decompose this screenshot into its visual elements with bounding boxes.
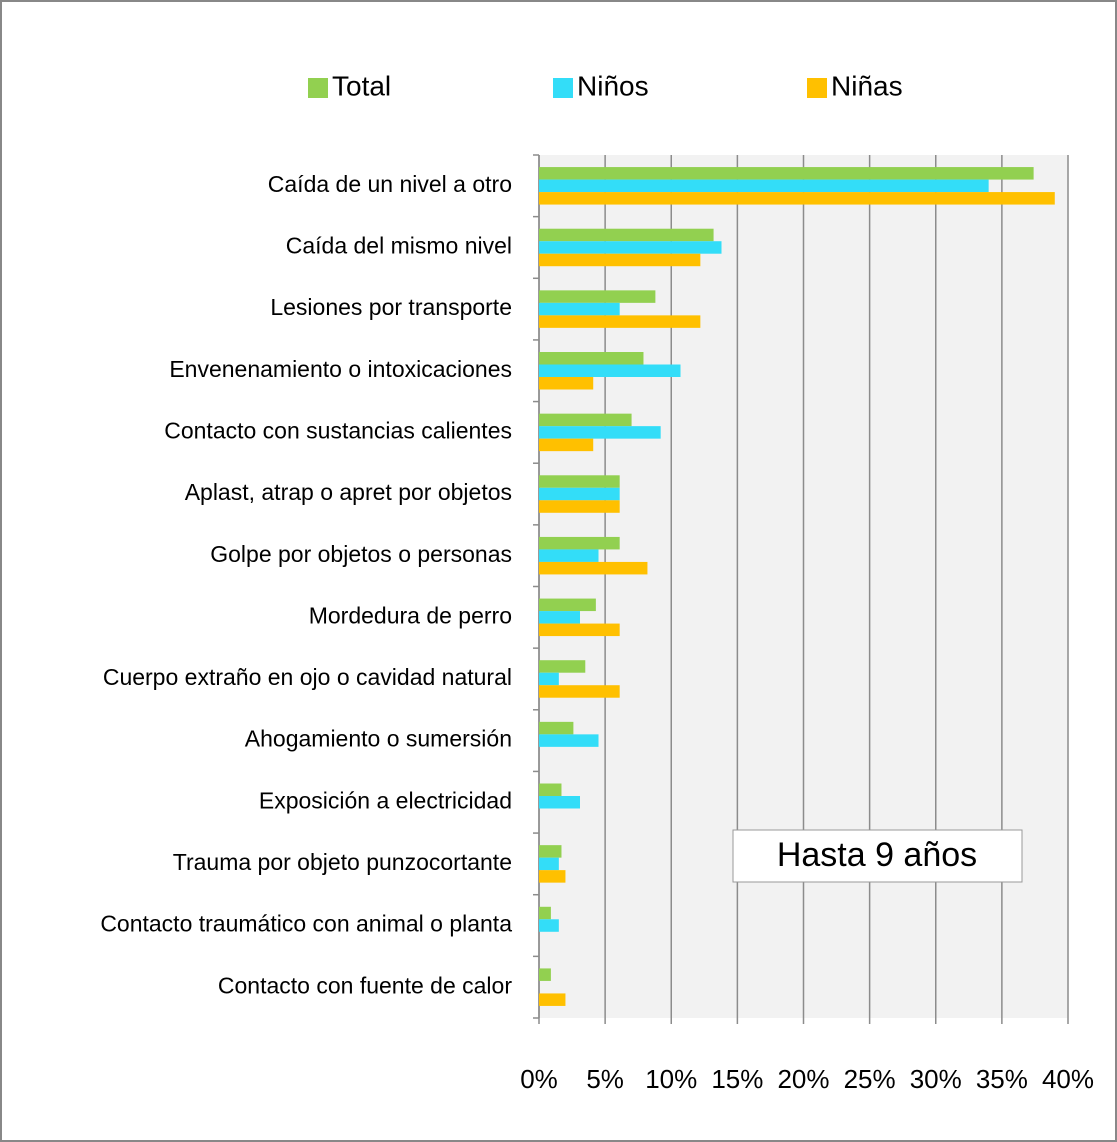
annotation-box [732, 829, 1023, 883]
bar [539, 660, 586, 673]
y-tick-label: Contacto con fuente de calor [218, 972, 512, 998]
y-tick-label: Aplast, atrap o apret por objetos [185, 479, 512, 505]
bar [539, 253, 701, 267]
bar [539, 672, 559, 686]
bar [539, 561, 648, 575]
x-tick-label: 20% [777, 1064, 829, 1094]
bar [539, 290, 656, 303]
x-tick-label: 30% [910, 1064, 962, 1094]
y-tick-label: Golpe por objetos o personas [210, 541, 512, 567]
bar [539, 536, 620, 550]
bar [539, 993, 566, 1006]
bar [539, 845, 562, 858]
y-tick-label: Contacto con sustancias calientes [164, 417, 512, 443]
y-tick-label: Envenenamiento o intoxicaciones [169, 356, 512, 382]
x-tick-label: 5% [586, 1064, 624, 1094]
legend-label: Niños [577, 70, 649, 101]
bar [539, 426, 661, 439]
bar [539, 302, 620, 316]
y-tick-label: Cuerpo extraño en ojo o cavidad natural [103, 664, 512, 690]
bar [539, 721, 574, 735]
bar [539, 475, 620, 488]
y-tick-label: Ahogamiento o sumersión [245, 726, 512, 752]
bar [539, 315, 701, 328]
x-tick-label: 0% [520, 1064, 558, 1094]
x-tick-label: 15% [711, 1064, 763, 1094]
legend-label: Niñas [831, 70, 903, 101]
x-tick-label: 35% [976, 1064, 1028, 1094]
bar [539, 487, 620, 501]
x-tick-label: 10% [645, 1064, 697, 1094]
bar [539, 968, 551, 981]
bar [539, 783, 562, 796]
bar [539, 870, 566, 883]
legend-swatch [553, 78, 573, 98]
y-tick-label: Exposición a electricidad [259, 787, 512, 813]
bar [539, 796, 580, 809]
annotation: Hasta 9 años [777, 836, 977, 874]
legend-swatch [807, 78, 827, 98]
x-tick-label: 40% [1042, 1064, 1094, 1094]
y-tick-label: Trauma por objeto punzocortante [173, 849, 512, 875]
bar [539, 611, 580, 624]
bar [539, 906, 551, 920]
x-tick-label: 25% [844, 1064, 896, 1094]
y-tick-label: Lesiones por transporte [270, 294, 512, 320]
bar [539, 598, 596, 612]
bar [539, 228, 714, 242]
bar [539, 352, 644, 365]
bar [539, 685, 620, 698]
bar [539, 623, 620, 637]
bar [539, 734, 599, 747]
legend-label: Total [332, 70, 391, 101]
bar [539, 192, 1055, 205]
bars [539, 167, 1055, 1006]
bar [539, 413, 632, 427]
bar [539, 377, 594, 390]
bar [539, 500, 620, 513]
bar [539, 167, 1034, 180]
bar [539, 549, 599, 562]
bar [539, 857, 559, 871]
y-tick-label: Caída de un nivel a otro [268, 171, 512, 197]
bar [539, 919, 559, 932]
bar [539, 179, 989, 193]
y-tick-label: Mordedura de perro [309, 602, 512, 628]
y-tick-label: Caída del mismo nivel [286, 233, 512, 259]
bar [539, 364, 681, 377]
bar [539, 241, 722, 254]
legend-swatch [308, 78, 328, 98]
y-tick-label: Contacto traumático con animal o planta [100, 911, 512, 937]
bar [539, 438, 594, 452]
